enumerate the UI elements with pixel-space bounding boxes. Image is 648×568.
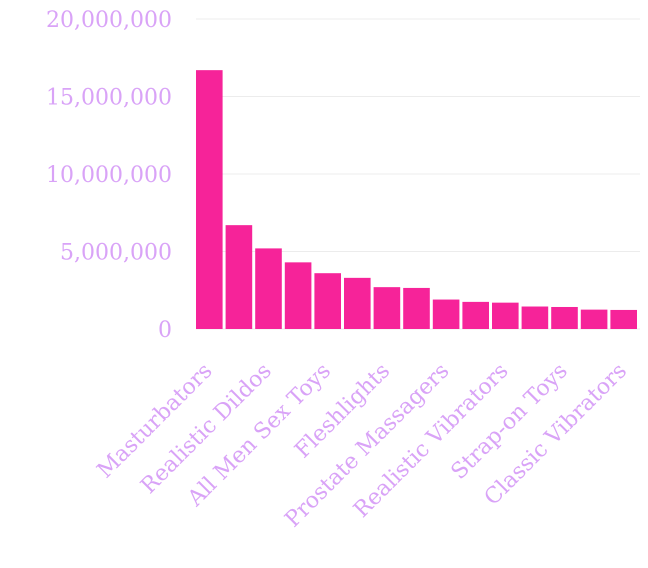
bar [462, 301, 489, 330]
y-tick-label: 10,000,000 [46, 163, 172, 188]
bar [344, 277, 371, 329]
y-axis-ticks: 0 5,000,000 10,000,000 15,000,000 20,000,000 [46, 8, 172, 343]
y-tick-label: 5,000,000 [60, 241, 172, 266]
bar [373, 287, 401, 329]
bar [314, 273, 341, 329]
bar [492, 302, 519, 329]
bar [225, 225, 253, 329]
bar [196, 70, 223, 330]
y-tick-label: 0 [158, 318, 172, 343]
y-tick-label: 20,000,000 [46, 8, 172, 33]
bar [403, 287, 430, 329]
bar [521, 306, 549, 329]
bar [284, 262, 312, 329]
bar [551, 306, 578, 329]
bars [196, 70, 637, 330]
bar [610, 309, 637, 329]
bar [255, 248, 282, 329]
y-tick-label: 15,000,000 [46, 86, 172, 111]
bar [580, 309, 608, 330]
bar [432, 299, 460, 329]
